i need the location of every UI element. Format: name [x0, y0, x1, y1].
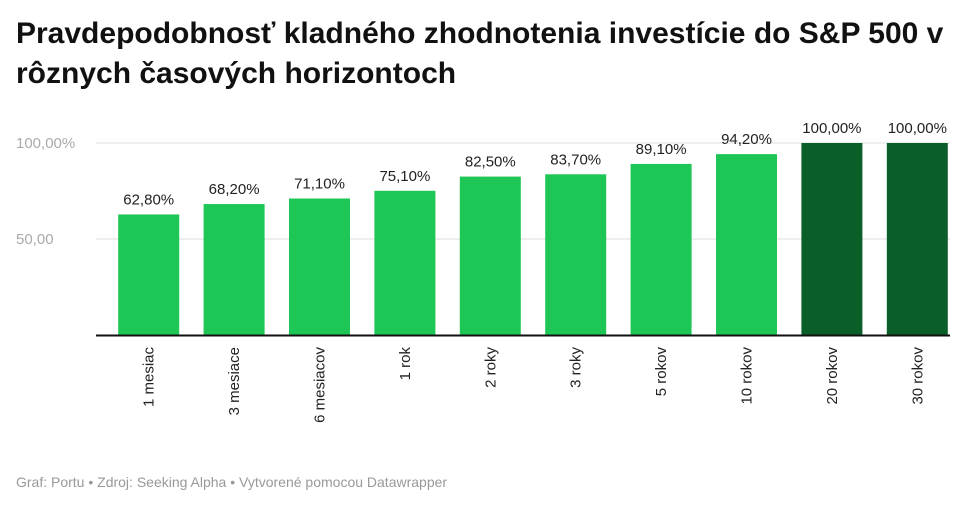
category-label: 5 rokov [653, 347, 670, 397]
bar-1 [118, 214, 180, 335]
labels-layer: 50,00 100,00% 62,80% 1 mesiac 68,20% 3 mesiac… [16, 120, 947, 423]
chart-title: Pravdepodobnosť kladného zhodnotenia inv… [16, 17, 944, 90]
y-tick-label: 50,00 [16, 231, 54, 248]
category-label: 30 rokov [909, 347, 926, 405]
category-label: 3 mesiace [226, 347, 243, 415]
category-label: 20 rokov [824, 347, 841, 405]
value-label: 68,20% [209, 181, 260, 198]
category-label: 1 mesiac [141, 347, 158, 408]
category-label: 3 roky [568, 347, 585, 388]
bar-4 [374, 190, 436, 335]
value-label: 100,00% [802, 120, 861, 137]
bar-2 [203, 204, 265, 335]
bar-9 [801, 143, 863, 335]
chart-footer-source: Graf: Portu • Zdroj: Seeking Alpha • Vyt… [16, 474, 448, 490]
value-label: 82,50% [465, 154, 516, 171]
category-label: 6 mesiacov [312, 347, 329, 423]
bar-6 [545, 174, 607, 335]
value-label: 100,00% [888, 120, 947, 137]
y-tick-label: 100,00% [16, 135, 75, 152]
value-label: 75,10% [379, 168, 430, 185]
bar-7 [630, 163, 692, 335]
bar-3 [289, 198, 350, 335]
category-label: 1 rok [397, 347, 414, 381]
bars-layer [118, 143, 948, 335]
bar-8 [716, 154, 777, 335]
value-label: 71,10% [294, 175, 345, 192]
bar-5 [459, 176, 521, 335]
value-label: 62,80% [123, 191, 174, 208]
value-label: 94,20% [721, 131, 772, 148]
bar-10 [886, 143, 948, 335]
category-label: 2 roky [482, 347, 499, 388]
value-label: 89,10% [636, 141, 687, 158]
value-label: 83,70% [550, 151, 601, 168]
bar-chart: 50,00 100,00% 62,80% 1 mesiac 68,20% 3 mesiac… [16, 120, 950, 423]
category-label: 10 rokov [739, 347, 756, 405]
